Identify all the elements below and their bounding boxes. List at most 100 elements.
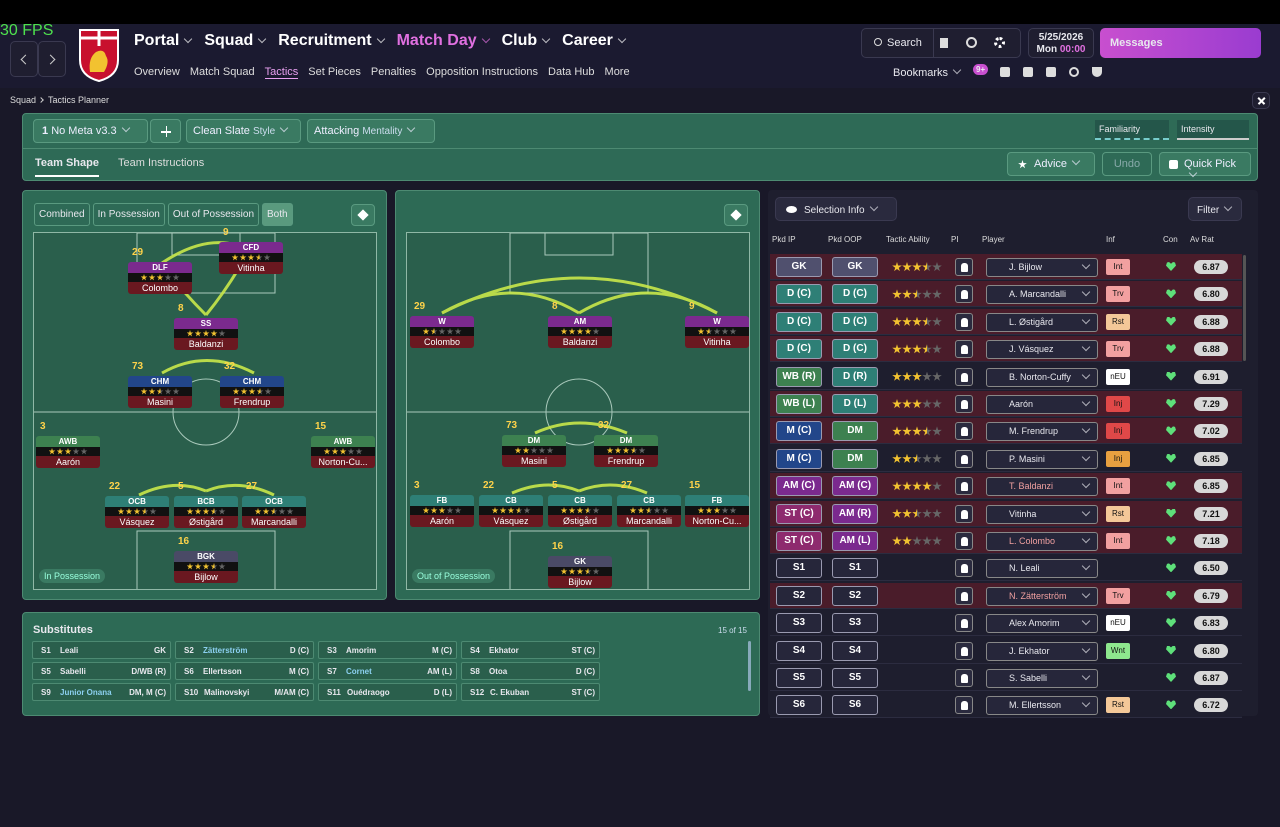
player-select[interactable]: L. Østigård — [986, 312, 1098, 332]
player-select[interactable]: Vitinha — [986, 504, 1098, 524]
player-select[interactable]: A. Marcandalli — [986, 285, 1098, 305]
quick-pick-button[interactable]: Quick Pick — [1159, 152, 1251, 178]
picked-oop[interactable]: AM (R) — [832, 503, 878, 524]
player-card[interactable]: 5 BCB Østigård — [174, 481, 238, 528]
table-row[interactable]: D (C) D (C) A. Marcandalli Trv 6.80 — [770, 281, 1242, 308]
player-card[interactable]: 15 FB Norton-Cu... — [685, 480, 749, 527]
back-button[interactable] — [10, 41, 38, 77]
pi-button[interactable] — [955, 312, 973, 331]
picked-ip[interactable]: GK — [776, 257, 822, 277]
substitute[interactable]: S6 Ellertsson M (C) — [175, 662, 314, 680]
picked-oop[interactable]: S6 — [832, 695, 878, 716]
table-row[interactable]: D (C) D (C) L. Østigård Rst 6.88 — [770, 308, 1242, 335]
substitute[interactable]: S4 Ekhator ST (C) — [461, 641, 600, 659]
table-row[interactable]: GK GK J. Bijlow Int 6.87 — [770, 254, 1242, 280]
picked-oop[interactable]: S4 — [832, 640, 878, 661]
mode-button[interactable]: Combined — [34, 203, 90, 226]
table-row[interactable]: S5 S5 S. Sabelli 6.87 — [770, 665, 1242, 691]
table-row[interactable]: ST (C) AM (L) L. Colombo Int 7.18 — [770, 528, 1242, 554]
sub-nav-item[interactable]: Overview — [134, 66, 180, 78]
substitute[interactable]: S3 Amorim M (C) — [318, 641, 457, 659]
sub-nav-item[interactable]: Set Pieces — [308, 66, 361, 78]
picked-ip[interactable]: ST (C) — [776, 503, 822, 524]
player-select[interactable]: J. Vásquez — [986, 340, 1098, 360]
picked-oop[interactable]: S1 — [832, 558, 878, 579]
add-tactic[interactable] — [150, 119, 181, 143]
player-card[interactable]: 29 W Colombo — [410, 301, 474, 348]
date-box[interactable]: 5/25/2026 Mon 00:00 — [1028, 28, 1094, 58]
picked-oop[interactable]: S2 — [832, 585, 878, 606]
nav-item[interactable]: Club — [502, 32, 551, 50]
player-card[interactable]: 15 AWB Norton-Cu... — [311, 421, 375, 468]
mode-button[interactable]: Out of Possession — [167, 203, 260, 226]
picked-oop[interactable]: AM (C) — [832, 476, 878, 497]
player-card[interactable]: 32 CHM Frendrup — [220, 361, 284, 408]
player-select[interactable]: Aarón — [986, 395, 1098, 414]
substitute[interactable]: S11 Ouédraogo D (L) — [318, 683, 457, 701]
player-card[interactable]: 27 OCB Marcandalli — [242, 481, 306, 528]
messages-button[interactable]: Messages — [1100, 28, 1261, 58]
tactic-select[interactable]: 1 No Meta v3.3 — [33, 119, 148, 143]
picked-ip[interactable]: ST (C) — [776, 531, 822, 551]
pi-button[interactable] — [955, 477, 973, 496]
sub-nav-item[interactable]: Match Squad — [189, 66, 255, 78]
picked-oop[interactable]: D (C) — [832, 339, 878, 360]
table-row[interactable]: D (C) D (C) J. Vásquez Trv 6.88 — [770, 336, 1242, 363]
close-button[interactable] — [1252, 92, 1270, 109]
picked-ip[interactable]: S5 — [776, 668, 822, 688]
player-card[interactable]: 22 CB Vásquez — [479, 480, 543, 527]
mentality-select[interactable]: Attacking Mentality — [307, 119, 435, 143]
breadcrumb-item[interactable]: Squad — [10, 95, 37, 105]
picked-ip[interactable]: S3 — [776, 613, 822, 634]
picked-ip[interactable]: S4 — [776, 640, 822, 661]
table-row[interactable]: WB (R) D (R) B. Norton-Cuffy nEU 6.91 — [770, 363, 1242, 390]
table-row[interactable]: M (C) DM M. Frendrup Inj 7.02 — [770, 418, 1242, 445]
pi-button[interactable] — [955, 422, 973, 441]
picked-oop[interactable]: D (L) — [832, 394, 878, 414]
picked-ip[interactable]: D (C) — [776, 311, 822, 332]
player-card[interactable]: 29 DLF Colombo — [128, 247, 192, 294]
style-select[interactable]: Clean Slate Style — [186, 119, 301, 143]
player-card[interactable]: 5 CB Østigård — [548, 480, 612, 527]
table-row[interactable]: S6 S6 M. Ellertsson Rst 6.72 — [770, 692, 1242, 719]
pi-button[interactable] — [955, 614, 973, 633]
picked-ip[interactable]: WB (L) — [776, 394, 822, 414]
pi-button[interactable] — [955, 258, 973, 276]
picked-ip[interactable]: M (C) — [776, 448, 822, 469]
picked-oop[interactable]: AM (L) — [832, 531, 878, 551]
pi-button[interactable] — [955, 696, 973, 715]
player-select[interactable]: N. Zätterström — [986, 586, 1098, 606]
nav-item[interactable]: Recruitment — [278, 32, 385, 50]
substitute[interactable]: S12 C. Ekuban ST (C) — [461, 683, 600, 701]
table-row[interactable]: M (C) DM P. Masini Inj 6.85 — [770, 445, 1242, 472]
sub-nav-item[interactable]: Tactics — [264, 66, 299, 79]
picked-ip[interactable]: AM (C) — [776, 476, 822, 497]
pi-button[interactable] — [955, 449, 973, 468]
player-card[interactable]: 22 OCB Vásquez — [105, 481, 169, 528]
picked-oop[interactable]: DM — [832, 448, 878, 469]
picked-ip[interactable]: D (C) — [776, 339, 822, 360]
sub-nav-item[interactable]: More — [604, 66, 630, 78]
player-card[interactable]: 9 CFD Vitinha — [219, 227, 283, 274]
pi-button[interactable] — [955, 340, 973, 359]
nav-item[interactable]: Portal — [134, 32, 193, 50]
mode-button[interactable]: Both — [262, 203, 293, 226]
substitute[interactable]: S9 Junior Onana DM, M (C) — [32, 683, 171, 701]
table-row[interactable]: WB (L) D (L) Aarón Inj 7.29 — [770, 391, 1242, 417]
player-select[interactable]: L. Colombo — [986, 532, 1098, 551]
table-row[interactable]: ST (C) AM (R) Vitinha Rst 7.21 — [770, 500, 1242, 527]
bookmarks-menu[interactable]: Bookmarks — [893, 65, 962, 79]
player-card[interactable]: 32 DM Frendrup — [594, 420, 658, 467]
advice-button[interactable]: Advice — [1007, 152, 1095, 176]
nav-item[interactable]: Squad — [204, 32, 267, 50]
pitch-options[interactable] — [724, 204, 748, 226]
player-select[interactable]: T. Baldanzi — [986, 477, 1098, 497]
nav-item[interactable]: Match Day — [397, 32, 490, 50]
breadcrumb-item[interactable]: Tactics Planner — [48, 95, 110, 105]
player-card[interactable]: 3 AWB Aarón — [36, 421, 100, 468]
ball-icon[interactable] — [966, 37, 977, 48]
player-select[interactable]: P. Masini — [986, 449, 1098, 469]
filter-button[interactable]: Filter — [1188, 197, 1242, 221]
picked-ip[interactable]: S6 — [776, 695, 822, 716]
picked-ip[interactable]: M (C) — [776, 421, 822, 442]
